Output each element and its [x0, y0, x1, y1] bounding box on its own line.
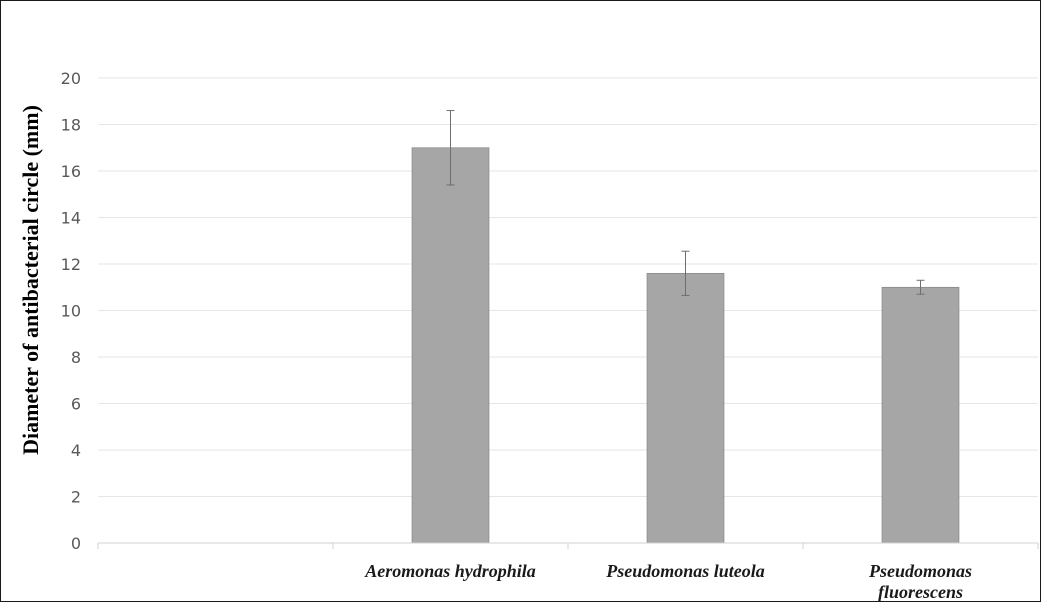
bar — [881, 286, 960, 544]
x-category-label: fluorescens — [878, 582, 963, 601]
x-axis — [97, 542, 1039, 549]
y-tick-label: 16 — [61, 162, 81, 181]
x-category-label: Aeromonas hydrophila — [364, 561, 536, 581]
y-tick-label: 2 — [71, 488, 81, 507]
y-tick-label: 10 — [61, 302, 81, 321]
x-category-label: Pseudomonas — [868, 561, 972, 581]
y-tick-label: 18 — [61, 116, 81, 135]
y-tick-label: 0 — [71, 534, 81, 553]
gridlines — [98, 77, 1038, 497]
y-tick-label: 6 — [71, 395, 81, 414]
error-bar — [681, 250, 690, 296]
error-bar — [446, 110, 455, 186]
bars — [411, 147, 960, 544]
error-bar — [916, 279, 925, 295]
y-tick-label: 20 — [61, 69, 81, 88]
bar — [646, 272, 725, 544]
x-category-label: Pseudomonas luteola — [605, 561, 765, 581]
y-tick-label: 4 — [71, 441, 81, 460]
x-category-labels: Aeromonas hydrophila Pseudomonas luteola P… — [364, 561, 972, 601]
y-tick-label: 14 — [61, 209, 81, 228]
y-tick-label: 8 — [71, 348, 81, 367]
y-axis-label: Diameter of antibacterial circle (mm) — [18, 105, 43, 455]
y-tick-label: 12 — [61, 255, 81, 274]
error-bars — [446, 110, 925, 296]
bar — [411, 147, 490, 544]
y-tick-labels: 0 2 4 6 8 10 12 14 16 18 20 — [61, 69, 81, 553]
